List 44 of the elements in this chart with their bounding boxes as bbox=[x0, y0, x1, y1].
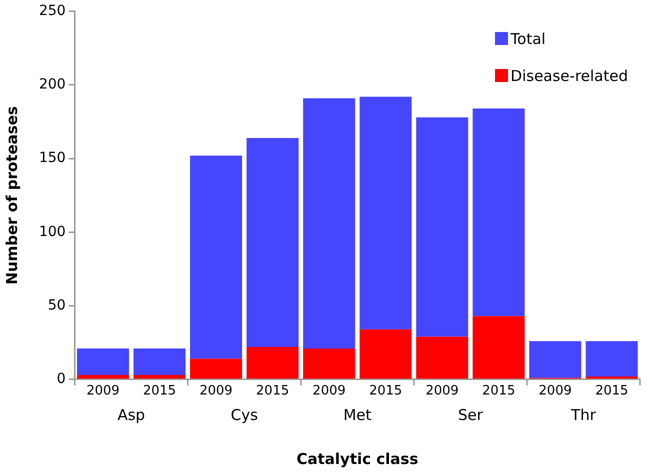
x-tick-label: 2015 bbox=[482, 384, 516, 399]
x-tick-label: 2009 bbox=[312, 384, 346, 399]
bar bbox=[472, 108, 525, 316]
bar bbox=[76, 374, 129, 379]
x-tick-label: 2015 bbox=[256, 384, 290, 399]
legend-label: Disease-related bbox=[510, 66, 628, 84]
y-tick-label: 100 bbox=[38, 224, 66, 240]
y-axis-title: Number of proteases bbox=[2, 106, 21, 285]
bar bbox=[529, 341, 582, 378]
bar bbox=[76, 348, 129, 375]
text: Met bbox=[343, 406, 372, 424]
x-tick-label: 2009 bbox=[86, 384, 120, 399]
x-tick-label: 2009 bbox=[538, 384, 572, 399]
bar bbox=[586, 341, 638, 376]
bar bbox=[586, 376, 638, 379]
bar bbox=[246, 347, 299, 379]
bar bbox=[360, 329, 412, 379]
y-tick-label: 50 bbox=[48, 297, 66, 314]
y-tick-label: 0 bbox=[56, 371, 66, 388]
y-tick-label: 150 bbox=[38, 150, 66, 166]
bar bbox=[190, 156, 242, 359]
legend-label: Total bbox=[510, 30, 546, 48]
bar bbox=[303, 348, 356, 379]
text: Cys bbox=[230, 406, 258, 424]
x-axis-title: Catalytic class bbox=[296, 450, 418, 468]
bar bbox=[134, 348, 186, 375]
bar bbox=[360, 96, 412, 330]
bar bbox=[472, 316, 525, 379]
x-tick-label: 2009 bbox=[199, 384, 233, 399]
x-tick-label: 2015 bbox=[369, 384, 402, 399]
bar bbox=[303, 98, 356, 348]
text: Thr bbox=[570, 406, 597, 424]
bar bbox=[416, 117, 468, 337]
x-tick-label: 2015 bbox=[142, 384, 176, 399]
x-tick-label: 2015 bbox=[595, 384, 628, 399]
text: Asp bbox=[117, 406, 146, 424]
x-tick-label: 2009 bbox=[426, 384, 459, 399]
y-tick-label: 250 bbox=[38, 3, 66, 20]
bar bbox=[416, 336, 468, 379]
bar bbox=[246, 138, 299, 348]
text: Ser bbox=[458, 406, 484, 424]
bar bbox=[134, 374, 186, 379]
y-tick-label: 200 bbox=[38, 76, 66, 93]
bar bbox=[190, 358, 242, 379]
